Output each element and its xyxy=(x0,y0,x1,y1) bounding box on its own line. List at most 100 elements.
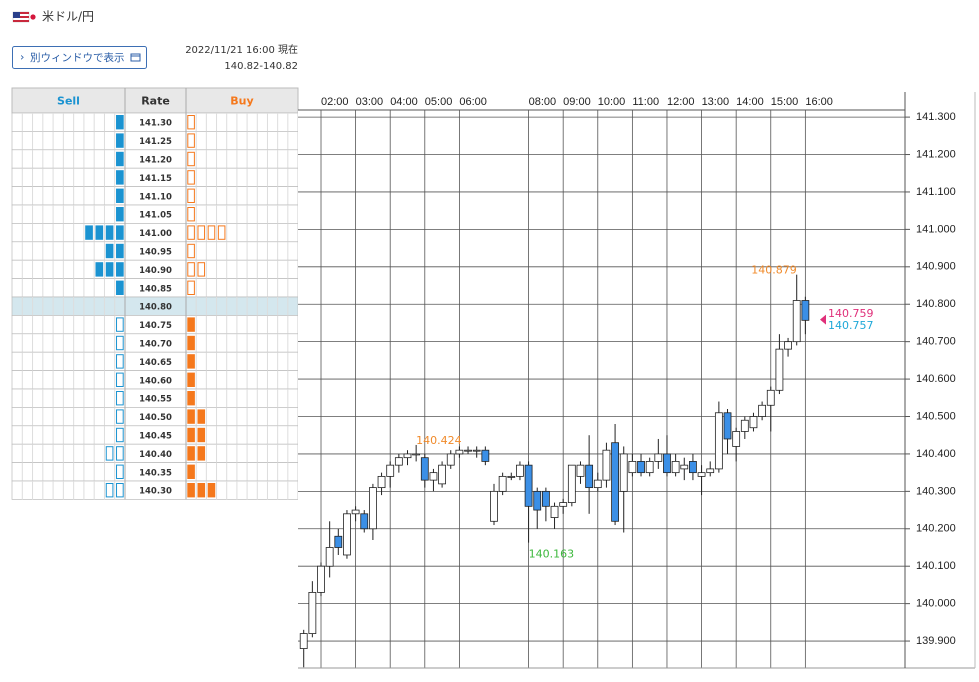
candle-body xyxy=(671,461,680,474)
candle-body xyxy=(680,464,689,470)
price-label: 140.757 xyxy=(828,319,874,332)
buy-bar xyxy=(217,225,226,240)
y-tick-label: 139.900 xyxy=(916,635,956,647)
sell-bar xyxy=(95,262,104,277)
sell-bar xyxy=(116,446,124,461)
x-tick-label: 10:00 xyxy=(598,96,626,108)
y-tick-label: 141.100 xyxy=(916,186,956,198)
sell-bar xyxy=(116,409,124,424)
x-tick-label: 11:00 xyxy=(632,96,659,108)
sell-bar xyxy=(116,225,124,240)
sell-bar xyxy=(116,280,124,296)
candle-body xyxy=(740,419,749,432)
chevron-icon: › xyxy=(20,51,24,64)
sell-bar xyxy=(105,483,114,498)
order-book: Sell Rate Buy 141.30 141.25 141.20 141.15 141.1… xyxy=(11,87,299,500)
rate: 140.85 xyxy=(139,284,172,294)
candle-body xyxy=(758,404,767,417)
candle-body xyxy=(801,300,810,321)
y-tick-label: 140.600 xyxy=(916,373,956,385)
quote: 140.82-140.82 xyxy=(224,61,298,72)
buy-bar xyxy=(197,446,206,461)
rate: 141.00 xyxy=(139,229,172,239)
candle-body xyxy=(749,416,758,429)
window-icon xyxy=(130,53,141,62)
candle-body xyxy=(464,449,472,452)
y-tick-label: 140.100 xyxy=(916,560,956,572)
rate: 140.35 xyxy=(139,468,172,478)
candle-body xyxy=(412,453,421,456)
x-tick-label: 08:00 xyxy=(529,96,557,108)
x-tick-label: 09:00 xyxy=(563,96,591,108)
rate: 141.25 xyxy=(139,137,172,147)
buy-bar xyxy=(187,464,195,480)
rate: 140.60 xyxy=(139,376,172,386)
popout-button[interactable]: › 別ウィンドウで表示 xyxy=(12,46,147,69)
candle-body xyxy=(792,300,801,343)
buy-bar xyxy=(187,225,195,240)
price-marker xyxy=(820,314,826,325)
candle-body xyxy=(775,348,784,391)
x-tick-label: 06:00 xyxy=(459,96,487,108)
candle-body xyxy=(394,457,403,466)
buy-bar xyxy=(197,483,206,498)
annotation: 140.424 xyxy=(416,434,462,447)
candle-body xyxy=(325,547,334,567)
candle-body xyxy=(567,464,576,503)
rate: 140.50 xyxy=(139,413,172,423)
buy-bar xyxy=(187,391,195,406)
rate: 141.30 xyxy=(139,119,172,129)
sell-bar xyxy=(116,354,124,369)
rate: 140.45 xyxy=(139,432,172,442)
candle-body xyxy=(611,442,619,522)
candle-body xyxy=(784,341,792,350)
rate: 141.15 xyxy=(139,174,172,184)
candle-body xyxy=(576,464,585,477)
sell-bar xyxy=(116,335,124,351)
sell-bar xyxy=(116,151,124,167)
y-tick-label: 140.000 xyxy=(916,598,956,610)
pair-title: 米ドル/円 xyxy=(42,10,94,24)
candle-body xyxy=(706,468,715,474)
candle-body xyxy=(714,412,723,470)
annotation: 140.163 xyxy=(529,548,575,561)
sell-bar xyxy=(116,391,124,406)
candle-body xyxy=(308,592,317,634)
column-header: Rate xyxy=(141,95,170,108)
candle-body xyxy=(689,461,697,474)
candle-body xyxy=(472,449,481,452)
y-tick-label: 141.000 xyxy=(916,223,956,235)
sell-bar xyxy=(116,317,124,332)
buy-bar xyxy=(187,115,195,130)
candle-body xyxy=(317,565,325,593)
candle-body xyxy=(619,453,628,492)
sell-bar xyxy=(95,225,104,240)
buy-bar xyxy=(197,427,206,443)
y-tick-label: 141.200 xyxy=(916,148,956,160)
buy-bar xyxy=(187,372,195,388)
sell-bar xyxy=(105,262,114,277)
buy-bar xyxy=(187,243,195,259)
x-tick-label: 02:00 xyxy=(321,96,349,108)
y-tick-label: 140.800 xyxy=(916,298,956,310)
candle-body xyxy=(490,490,498,522)
candle-body xyxy=(723,412,732,440)
candle-body xyxy=(585,464,594,489)
candle-body xyxy=(438,464,446,485)
chart: 139.900 140.000 140.100 140.200 140.300 140.4… xyxy=(298,92,976,669)
column-header: Buy xyxy=(230,95,253,108)
buy-bar xyxy=(187,262,195,277)
buy-bar xyxy=(187,446,195,461)
candle-body xyxy=(541,490,550,507)
candle-body xyxy=(429,472,438,481)
y-tick-label: 140.700 xyxy=(916,336,956,348)
button-label[interactable]: 別ウィンドウで表示 xyxy=(30,51,125,64)
x-tick-label: 12:00 xyxy=(667,96,695,108)
candle-body xyxy=(420,457,429,481)
buy-bar xyxy=(207,483,216,498)
buy-bar xyxy=(197,409,206,424)
y-tick-label: 140.200 xyxy=(916,523,956,535)
x-tick-label: 14:00 xyxy=(736,96,764,108)
x-tick-label: 04:00 xyxy=(390,96,418,108)
